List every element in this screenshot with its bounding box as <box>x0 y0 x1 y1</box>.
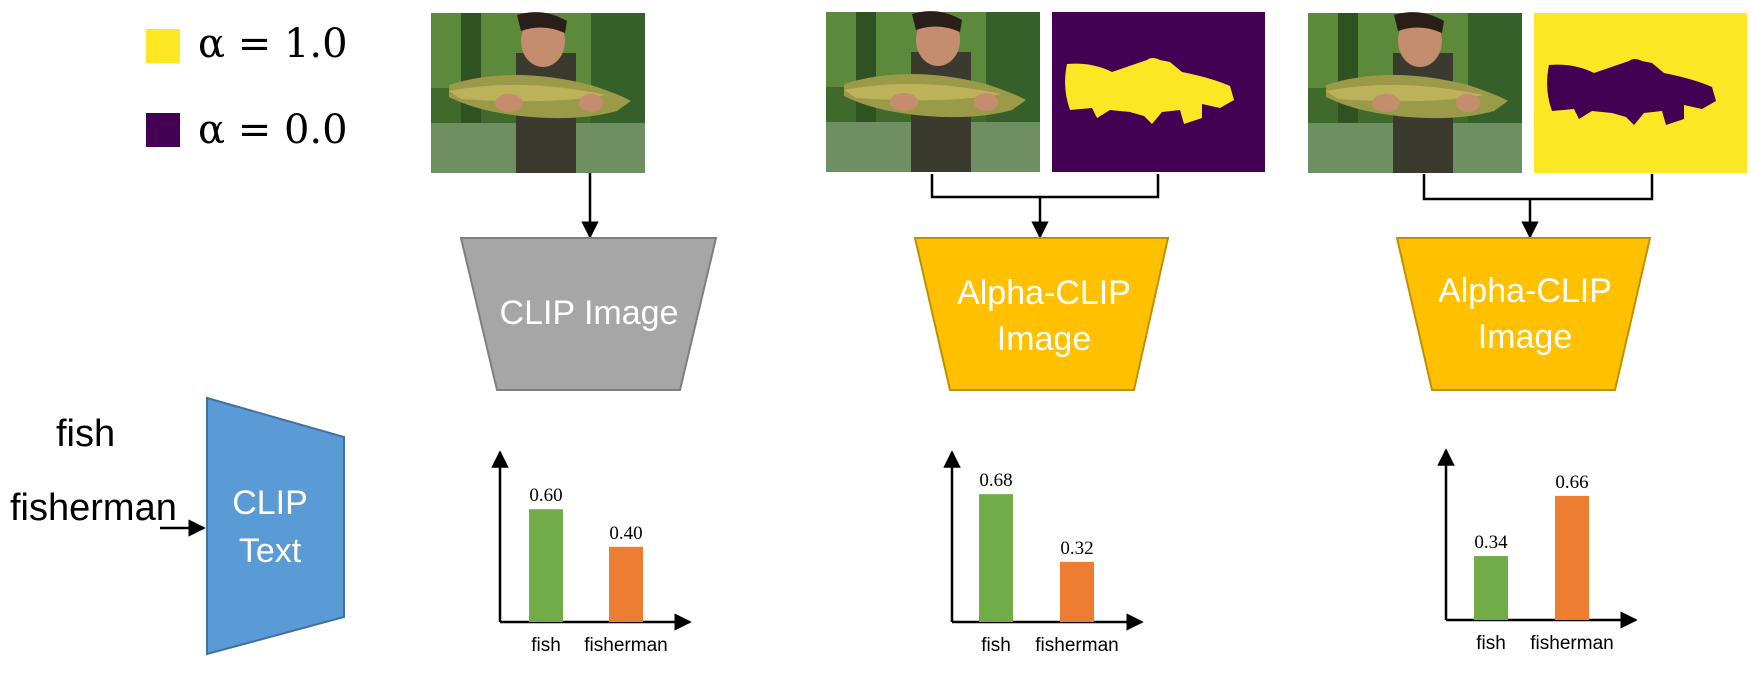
bar-value-label: 0.68 <box>979 470 1012 491</box>
bar-value-label: 0.66 <box>1555 472 1588 493</box>
legend-swatch-alpha-1 <box>146 29 180 63</box>
legend-label-alpha-1: α = 1.0 <box>198 21 348 67</box>
alpha-mask-fisherman <box>1534 13 1747 173</box>
bar-value-label: 0.34 <box>1474 532 1508 553</box>
bar-fisherman <box>1555 495 1589 620</box>
bar-fish <box>1474 556 1508 620</box>
bar-chart-alpha-clip-1: 0.68 fish 0.32 fisherman <box>943 450 1144 656</box>
bar-chart-clip: 0.60 fish 0.40 fisherman <box>491 450 692 656</box>
bar-value-label: 0.60 <box>529 485 562 506</box>
bar-chart-alpha-clip-2: 0.34 fish 0.66 fisherman <box>1437 448 1638 654</box>
x-tick-label: fish <box>531 635 561 656</box>
clip-text-label-line1: CLIP <box>232 484 308 522</box>
connector-line <box>1422 174 1654 201</box>
clip-text-label-line2: Text <box>239 532 302 570</box>
alpha-clip-image-encoder: Alpha-CLIP Image <box>913 237 1170 391</box>
clip-image-label: CLIP Image <box>500 294 679 332</box>
alpha-clip-column-1: Alpha-CLIP Image <box>826 11 1265 391</box>
x-tick-label: fisherman <box>1530 633 1613 654</box>
photo-fisherman <box>431 12 645 173</box>
alpha-clip-label-line1: Alpha-CLIP <box>1438 272 1612 310</box>
clip-column: CLIP Image <box>431 12 718 391</box>
alpha-clip-label-line2: Image <box>1478 318 1573 356</box>
alpha-clip-label-line2: Image <box>997 320 1092 358</box>
text-input-fish: fish <box>56 413 115 455</box>
photo-fisherman <box>1308 12 1522 173</box>
x-tick-label: fish <box>981 635 1011 656</box>
x-tick-label: fisherman <box>584 635 667 656</box>
connector-line <box>930 174 1160 199</box>
alpha-clip-label-line1: Alpha-CLIP <box>957 274 1131 312</box>
legend-swatch-alpha-0 <box>146 113 180 147</box>
bar-value-label: 0.40 <box>609 523 642 544</box>
clip-image-encoder: CLIP Image <box>459 237 718 391</box>
photo-fisherman <box>826 11 1040 172</box>
bar-fisherman <box>609 546 643 622</box>
alpha-mask-fish <box>1052 12 1265 172</box>
bar-fisherman <box>1060 561 1094 622</box>
legend: α = 1.0 α = 0.0 <box>146 21 348 153</box>
clip-text-encoder: CLIP Text <box>206 396 345 656</box>
x-tick-label: fisherman <box>1035 635 1118 656</box>
bar-fish <box>979 494 1013 622</box>
bar-fish <box>529 509 563 622</box>
bar-value-label: 0.32 <box>1060 538 1093 559</box>
alpha-clip-column-2: Alpha-CLIP Image <box>1308 12 1747 391</box>
legend-label-alpha-0: α = 0.0 <box>198 107 348 153</box>
alpha-clip-image-encoder: Alpha-CLIP Image <box>1395 237 1652 391</box>
x-tick-label: fish <box>1476 633 1506 654</box>
text-input-fisherman: fisherman <box>10 487 177 529</box>
